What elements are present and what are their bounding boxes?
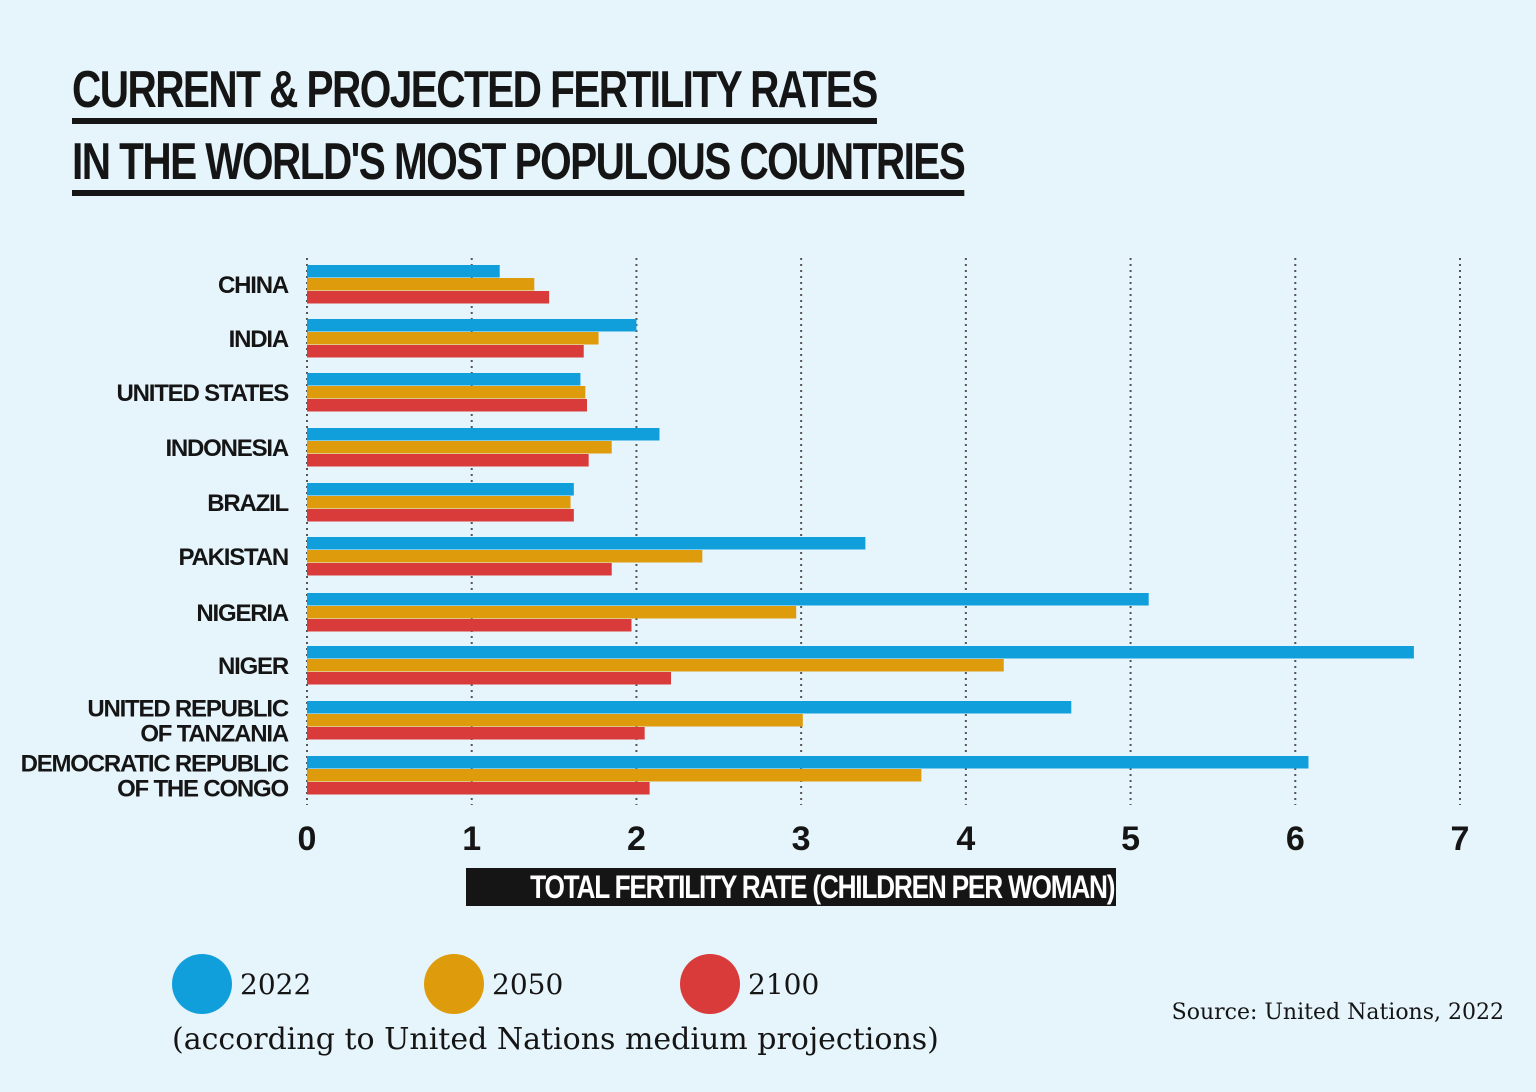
bar-2100 [307, 345, 584, 358]
category-label: NIGERIA [196, 600, 288, 627]
legend-label: 2100 [748, 967, 820, 1001]
bar-2050 [307, 659, 1004, 672]
bar-2022 [307, 265, 500, 278]
x-tick-label: 0 [298, 820, 317, 858]
chart-title-line-1: CURRENT & PROJECTED FERTILITY RATES [72, 62, 878, 124]
bar-2100 [307, 782, 650, 795]
legend-swatch-2100 [680, 954, 740, 1014]
bar-2050 [307, 332, 599, 345]
bar-2100 [307, 291, 550, 304]
x-tick-label: 3 [792, 820, 811, 858]
category-label: OF TANZANIA [140, 721, 289, 748]
bar-2100 [307, 727, 645, 740]
category-label: CHINA [218, 272, 289, 299]
category-label: UNITED REPUBLIC [87, 696, 289, 723]
bar-2050 [307, 386, 586, 399]
legend-item-2050: 2050 [424, 954, 563, 1014]
bar-2022 [307, 428, 660, 441]
legend-swatch-2022 [172, 954, 232, 1014]
bar-2050 [307, 606, 797, 619]
legend-label: 2022 [240, 967, 312, 1001]
source-note: Source: United Nations, 2022 [1171, 1000, 1504, 1025]
bar-2050 [307, 714, 803, 727]
bar-2022 [307, 756, 1309, 769]
legend-note: (according to United Nations medium proj… [172, 1022, 939, 1057]
x-tick-label: 2 [627, 820, 646, 858]
x-tick-label: 1 [462, 820, 481, 858]
bar-2050 [307, 278, 535, 291]
bar-2022 [307, 593, 1149, 606]
bar-2050 [307, 496, 571, 509]
bar-2100 [307, 509, 574, 522]
bar-2022 [307, 373, 581, 386]
category-label: OF THE CONGO [117, 776, 288, 803]
x-tick-label: 4 [956, 820, 975, 858]
bar-2022 [307, 319, 637, 332]
bar-2022 [307, 701, 1072, 714]
x-axis-label: TOTAL FERTILITY RATE (CHILDREN PER WOMAN… [466, 868, 1116, 906]
bar-2050 [307, 550, 703, 563]
category-label: BRAZIL [207, 490, 288, 517]
bar-2100 [307, 563, 612, 576]
bar-2100 [307, 454, 589, 467]
bar-2100 [307, 619, 632, 632]
legend-item-2100: 2100 [680, 954, 819, 1014]
category-label: INDIA [229, 326, 289, 353]
x-tick-label: 6 [1286, 820, 1305, 858]
category-label: NIGER [218, 653, 289, 680]
bar-2100 [307, 399, 588, 412]
chart-title-line-2: IN THE WORLD'S MOST POPULOUS COUNTRIES [72, 134, 966, 196]
category-label: INDONESIA [165, 435, 288, 462]
x-tick-label: 7 [1451, 820, 1470, 858]
bar-2022 [307, 483, 574, 496]
bar-2050 [307, 769, 922, 782]
legend-item-2022: 2022 [172, 954, 311, 1014]
bar-2050 [307, 441, 612, 454]
category-label: DEMOCRATIC REPUBLIC [21, 751, 289, 778]
legend-swatch-2050 [424, 954, 484, 1014]
category-label: UNITED STATES [116, 380, 289, 407]
legend-label: 2050 [492, 967, 564, 1001]
x-tick-label: 5 [1121, 820, 1140, 858]
category-label: PAKISTAN [178, 544, 288, 571]
bar-2022 [307, 537, 866, 550]
bar-2100 [307, 672, 672, 685]
bar-2022 [307, 646, 1414, 659]
